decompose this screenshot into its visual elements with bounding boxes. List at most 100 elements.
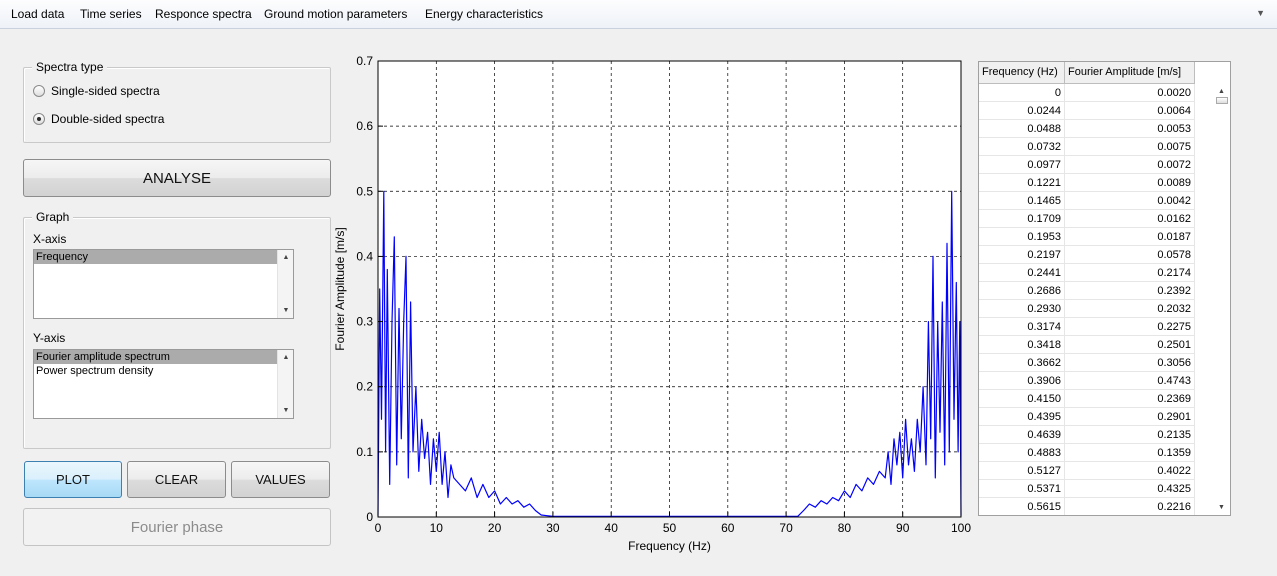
cell-amplitude: 0.0089 [1065,174,1195,191]
table-row[interactable]: 0.1221 0.0089 [979,174,1195,192]
cell-frequency: 0.1465 [979,192,1065,209]
y-axis-label: Y-axis [33,331,66,345]
cell-frequency: 0.3662 [979,354,1065,371]
table-row[interactable]: 0.5371 0.4325 [979,480,1195,498]
x-tick-label: 40 [605,521,619,535]
table-row[interactable]: 0.2441 0.2174 [979,264,1195,282]
table-scrollbar[interactable]: ▲ ▼ [1213,62,1230,515]
cell-frequency: 0.1709 [979,210,1065,227]
cell-amplitude: 0.0020 [1065,84,1195,101]
menu-overflow-icon[interactable]: ▼ [1256,8,1265,18]
scroll-up-icon[interactable]: ▲ [1218,88,1225,95]
menu-load-data[interactable]: Load data [11,7,65,21]
cell-amplitude: 0.0578 [1065,246,1195,263]
cell-frequency: 0 [979,84,1065,101]
scroll-thumb[interactable] [1216,97,1228,104]
graph-group: Graph [23,210,331,449]
table-row[interactable]: 0.4150 0.2369 [979,390,1195,408]
y-axis-option-psd[interactable]: Power spectrum density [36,365,154,377]
table-row[interactable]: 0.2686 0.2392 [979,282,1195,300]
cell-amplitude: 0.4325 [1065,480,1195,497]
table-header: Frequency (Hz) Fourier Amplitude [m/s] [979,62,1195,84]
analyse-button[interactable]: ANALYSE [23,159,331,197]
y-axis-listbox[interactable]: Fourier amplitude spectrum Power spectru… [33,349,294,419]
x-tick-label: 30 [546,521,560,535]
table-row[interactable]: 0.2930 0.2032 [979,300,1195,318]
cell-amplitude: 0.2501 [1065,336,1195,353]
clear-button[interactable]: CLEAR [127,461,226,498]
cell-amplitude: 0.0162 [1065,210,1195,227]
y-axis-scrollbar[interactable]: ▲ ▼ [277,350,293,418]
cell-frequency: 0.3418 [979,336,1065,353]
y-tick-label: 0.3 [356,315,373,329]
table-row[interactable]: 0.5127 0.4022 [979,462,1195,480]
menu-responce-spectra[interactable]: Responce spectra [155,7,252,21]
table-row[interactable]: 0.2197 0.0578 [979,246,1195,264]
spectra-type-title: Spectra type [32,60,108,74]
x-axis-listbox[interactable]: Frequency ▲ ▼ [33,249,294,319]
values-button[interactable]: VALUES [231,461,330,498]
scroll-up-icon[interactable]: ▲ [282,354,290,361]
double-sided-radio[interactable]: Double-sided spectra [33,112,164,126]
table-row[interactable]: 0.4883 0.1359 [979,444,1195,462]
table-row[interactable]: 0.1465 0.0042 [979,192,1195,210]
x-tick-label: 60 [721,521,735,535]
cell-amplitude: 0.0072 [1065,156,1195,173]
y-tick-label: 0.7 [356,54,373,68]
table-row[interactable]: 0.0732 0.0075 [979,138,1195,156]
x-tick-label: 70 [779,521,793,535]
spectra-type-group: Spectra type Single-sided spectra Double… [23,60,331,143]
scroll-down-icon[interactable]: ▼ [1218,504,1225,511]
cell-frequency: 0.0977 [979,156,1065,173]
x-axis-title: Frequency (Hz) [628,539,711,553]
x-axis-scrollbar[interactable]: ▲ ▼ [277,250,293,318]
menu-energy-characteristics[interactable]: Energy characteristics [425,7,544,21]
cell-frequency: 0.0488 [979,120,1065,137]
cell-frequency: 0.4883 [979,444,1065,461]
table-row[interactable]: 0.0488 0.0053 [979,120,1195,138]
scroll-down-icon[interactable]: ▼ [282,407,290,414]
table-row[interactable]: 0.1709 0.0162 [979,210,1195,228]
single-sided-radio[interactable]: Single-sided spectra [33,84,160,98]
table-row[interactable]: 0 0.0020 [979,84,1195,102]
cell-frequency: 0.2441 [979,264,1065,281]
y-tick-label: 0 [366,510,373,524]
header-frequency: Frequency (Hz) [979,62,1065,83]
x-axis-option-frequency[interactable]: Frequency [34,250,277,264]
table-row[interactable]: 0.3906 0.4743 [979,372,1195,390]
x-tick-label: 80 [838,521,852,535]
table-row[interactable]: 0.0977 0.0072 [979,156,1195,174]
menu-bar: Load data Time series Responce spectra G… [0,0,1277,29]
menu-ground-motion-parameters[interactable]: Ground motion parameters [264,7,408,21]
y-tick-label: 0.6 [356,119,373,133]
menu-time-series[interactable]: Time series [80,7,142,21]
cell-frequency: 0.2930 [979,300,1065,317]
table-row[interactable]: 0.1953 0.0187 [979,228,1195,246]
cell-frequency: 0.5615 [979,498,1065,515]
cell-amplitude: 0.2369 [1065,390,1195,407]
table-row[interactable]: 0.3662 0.3056 [979,354,1195,372]
x-tick-label: 90 [896,521,910,535]
table-row[interactable]: 0.5615 0.2216 [979,498,1195,515]
table-row[interactable]: 0.0244 0.0064 [979,102,1195,120]
header-fourier-amplitude: Fourier Amplitude [m/s] [1065,62,1195,83]
cell-frequency: 0.2686 [979,282,1065,299]
x-tick-label: 0 [375,521,382,535]
y-axis-option-fourier[interactable]: Fourier amplitude spectrum [34,350,277,364]
single-sided-label: Single-sided spectra [51,84,160,98]
scroll-up-icon[interactable]: ▲ [282,254,290,261]
plot-button[interactable]: PLOT [24,461,122,498]
x-tick-label: 10 [430,521,444,535]
scroll-down-icon[interactable]: ▼ [282,307,290,314]
cell-amplitude: 0.2174 [1065,264,1195,281]
table-row[interactable]: 0.4395 0.2901 [979,408,1195,426]
fourier-phase-button: Fourier phase [23,508,331,546]
cell-amplitude: 0.3056 [1065,354,1195,371]
values-table[interactable]: Frequency (Hz) Fourier Amplitude [m/s] 0… [978,61,1231,516]
series-line [377,190,962,517]
cell-amplitude: 0.0053 [1065,120,1195,137]
table-row[interactable]: 0.3174 0.2275 [979,318,1195,336]
table-row[interactable]: 0.3418 0.2501 [979,336,1195,354]
table-row[interactable]: 0.4639 0.2135 [979,426,1195,444]
radio-unchecked-icon [33,85,45,97]
